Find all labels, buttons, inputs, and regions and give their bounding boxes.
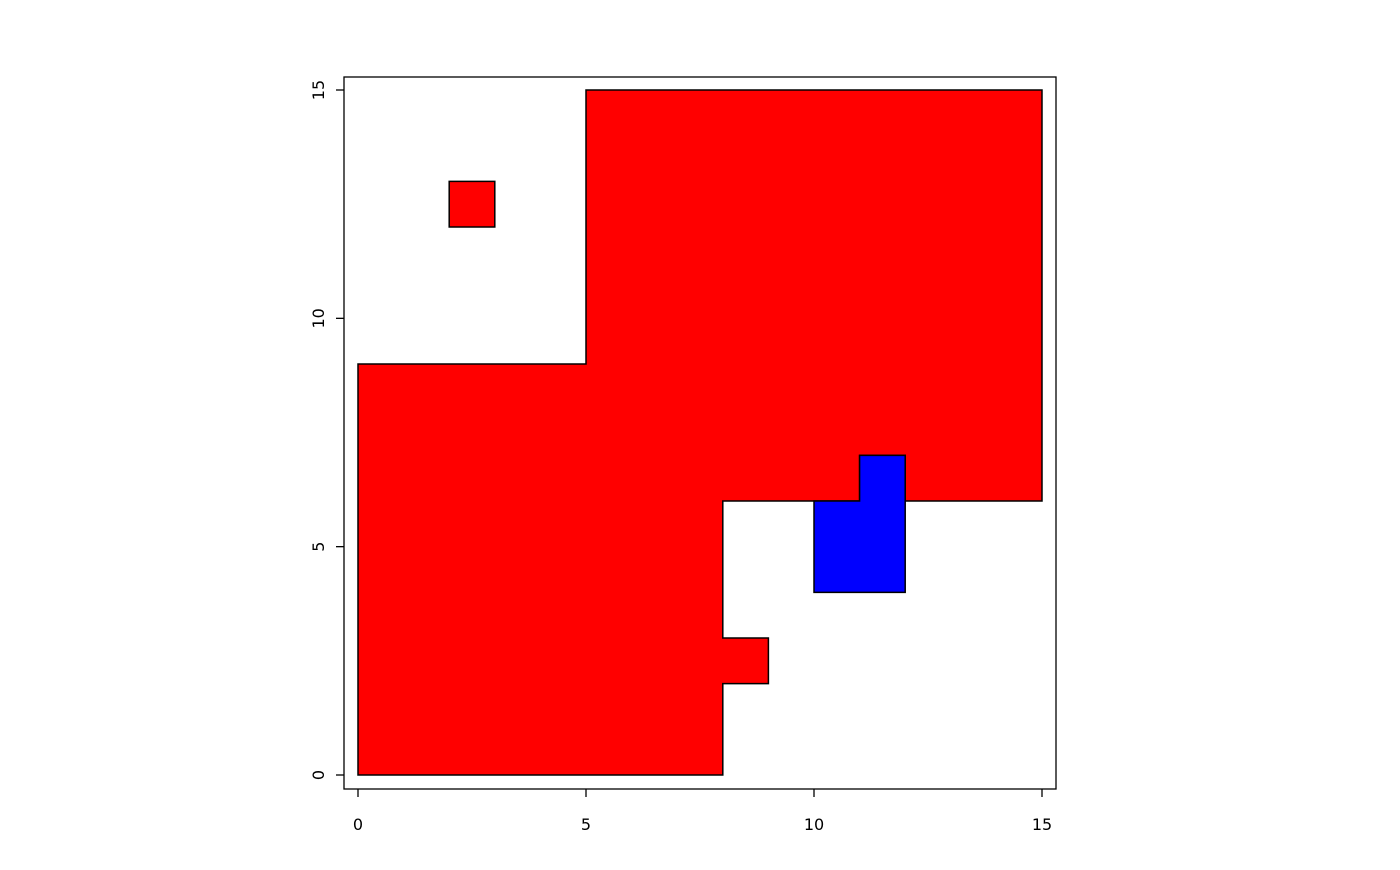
x-tick-label: 15 [1032, 815, 1052, 834]
y-tick-label: 15 [309, 80, 328, 100]
plot-frame [343, 76, 1057, 790]
axes: 0 5 10 15 0 5 10 15 [309, 80, 1052, 834]
y-tick-label: 10 [309, 308, 328, 328]
polygon-1 [448, 180, 496, 228]
polygon-layer [357, 89, 1043, 776]
x-tick-label: 5 [581, 815, 591, 834]
y-tick-label: 5 [309, 542, 328, 552]
polygon-2 [813, 454, 906, 594]
y-tick-label: 0 [309, 770, 328, 780]
x-tick-label: 0 [353, 815, 363, 834]
x-tick-label: 10 [804, 815, 824, 834]
